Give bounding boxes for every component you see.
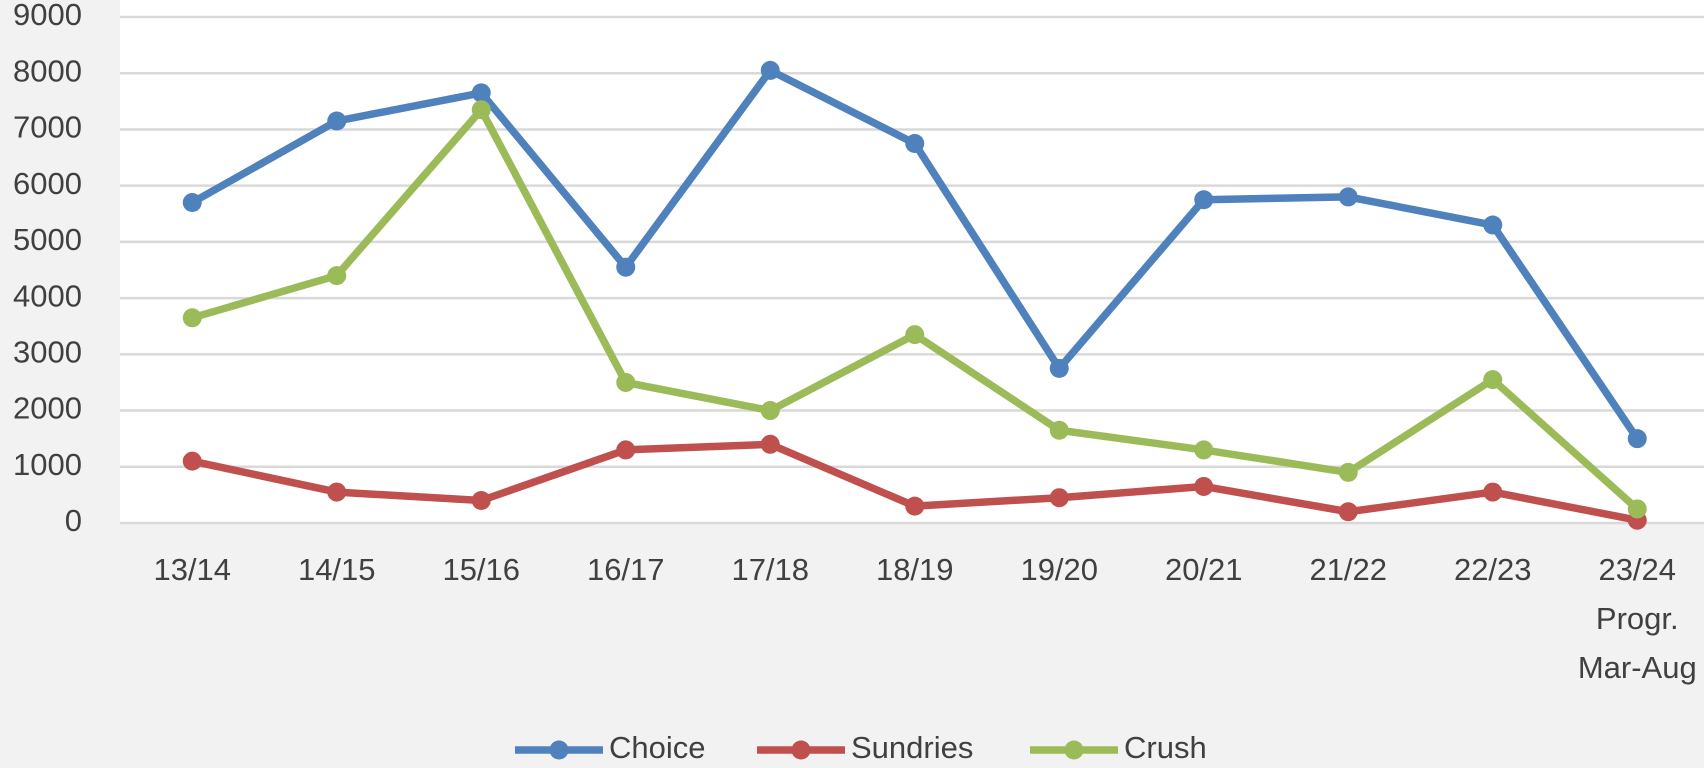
data-point — [1049, 488, 1069, 508]
x-tick-label: 23/24 Progr. Mar-Aug — [1578, 552, 1697, 685]
data-point — [1049, 358, 1069, 378]
data-point — [182, 308, 202, 328]
data-point — [760, 434, 780, 454]
y-tick-label: 8000 — [13, 53, 82, 88]
data-point — [616, 372, 636, 392]
y-tick-label: 5000 — [13, 222, 82, 257]
x-tick-label-line: Progr. — [1596, 601, 1679, 636]
legend-marker — [549, 740, 569, 760]
data-point — [471, 491, 491, 511]
data-point — [1483, 215, 1503, 235]
data-point — [616, 440, 636, 460]
data-point — [471, 83, 491, 103]
data-point — [760, 401, 780, 421]
y-tick-label: 2000 — [13, 391, 82, 426]
data-point — [1483, 482, 1503, 502]
legend-label: Sundries — [851, 730, 973, 765]
legend-label: Crush — [1124, 730, 1207, 765]
data-point — [1338, 187, 1358, 207]
x-tick-label: 21/22 — [1309, 552, 1387, 587]
plot-area — [120, 0, 1704, 523]
data-point — [760, 60, 780, 80]
data-point — [327, 266, 347, 286]
x-tick-label-line: 23/24 — [1598, 552, 1676, 587]
x-tick-label: 13/14 — [153, 552, 231, 587]
x-tick-label: 17/18 — [731, 552, 809, 587]
data-point — [1194, 190, 1214, 210]
data-point — [905, 496, 925, 516]
data-point — [1483, 370, 1503, 390]
x-tick-label: 14/15 — [298, 552, 376, 587]
y-tick-label: 0 — [65, 503, 82, 538]
x-tick-label: 16/17 — [587, 552, 665, 587]
legend-marker — [1064, 740, 1084, 760]
y-tick-label: 4000 — [13, 278, 82, 313]
x-tick-label: 22/23 — [1454, 552, 1532, 587]
data-point — [905, 134, 925, 153]
data-point — [1627, 499, 1647, 519]
y-tick-label: 6000 — [13, 166, 82, 201]
data-point — [1338, 502, 1358, 522]
data-point — [471, 100, 491, 120]
data-point — [1194, 476, 1214, 496]
x-tick-label-line: Mar-Aug — [1578, 650, 1697, 685]
x-tick-label: 15/16 — [442, 552, 520, 587]
data-point — [182, 193, 202, 213]
data-point — [327, 482, 347, 502]
y-tick-label: 1000 — [13, 447, 82, 482]
legend-label: Choice — [609, 730, 706, 765]
data-point — [182, 451, 202, 471]
y-tick-label: 7000 — [13, 110, 82, 145]
data-point — [905, 325, 925, 345]
data-point — [1627, 429, 1647, 449]
x-tick-label: 19/20 — [1020, 552, 1098, 587]
x-tick-label: 20/21 — [1165, 552, 1243, 587]
data-point — [327, 111, 347, 131]
data-point — [1338, 462, 1358, 482]
data-point — [1194, 440, 1214, 460]
y-tick-label: 9000 — [13, 0, 82, 32]
data-point — [1049, 420, 1069, 440]
x-tick-label: 18/19 — [876, 552, 954, 587]
data-point — [616, 257, 636, 277]
legend-marker — [791, 740, 811, 760]
y-tick-label: 3000 — [13, 335, 82, 370]
